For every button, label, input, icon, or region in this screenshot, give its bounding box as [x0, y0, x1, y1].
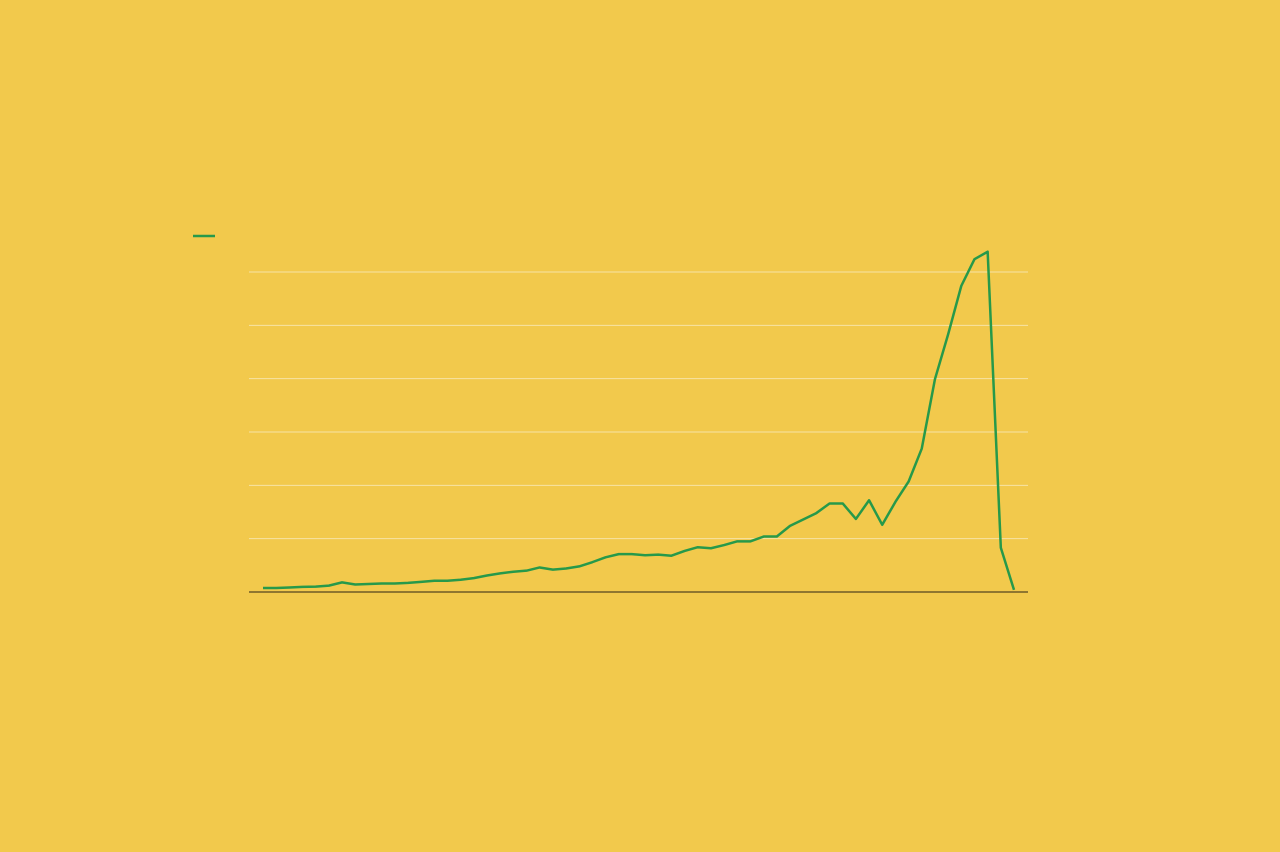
data-line	[263, 250, 1016, 591]
